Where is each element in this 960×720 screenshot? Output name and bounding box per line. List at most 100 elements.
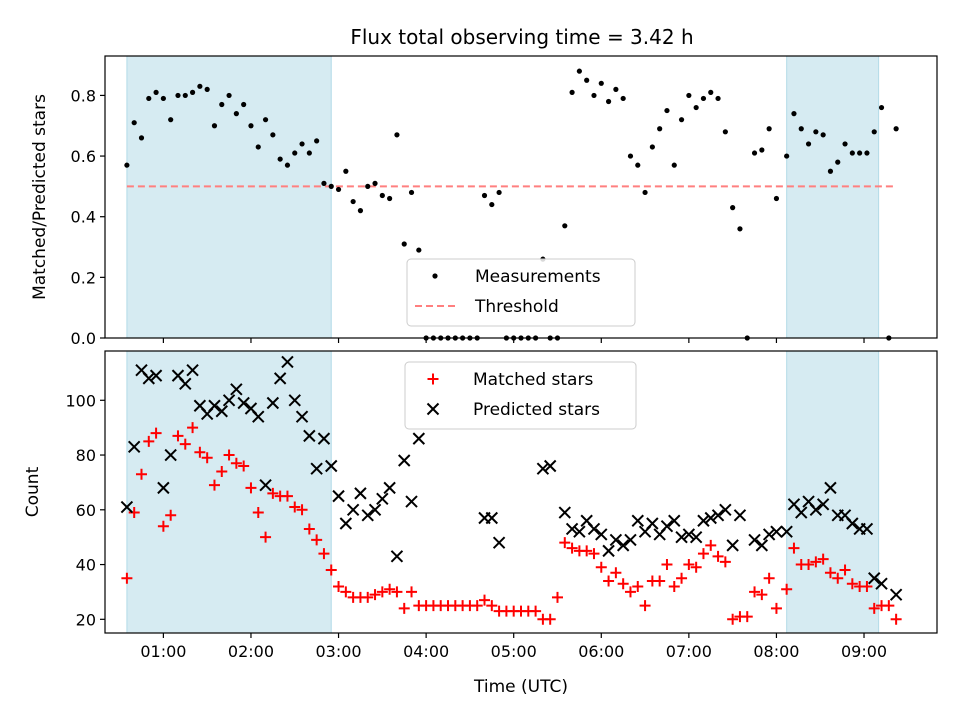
measurement-point <box>204 86 210 92</box>
measurement-point <box>722 129 728 135</box>
matched-star-point <box>551 591 563 603</box>
measurement-point <box>182 92 188 99</box>
measurement-point <box>138 135 145 141</box>
y-tick-label: 0.6 <box>71 147 96 166</box>
series-measurements <box>124 68 899 341</box>
measurement-point <box>598 80 604 86</box>
predicted-star-point <box>266 396 280 410</box>
y-tick-label: 100 <box>65 391 96 410</box>
predicted-star-point <box>795 506 808 519</box>
count-legend: Matched stars Predicted stars <box>404 361 637 430</box>
predicted-star-point <box>222 394 236 407</box>
predicted-star-point <box>682 528 696 541</box>
matched-star-point <box>741 611 753 623</box>
measurement-point <box>387 195 393 202</box>
matched-star-point <box>749 586 761 598</box>
predicted-star-point <box>609 533 623 547</box>
y-tick-label: 0.0 <box>71 329 96 348</box>
predicted-star-point <box>689 530 703 544</box>
matched-star-point <box>267 487 279 499</box>
predicted-star-point <box>536 462 550 475</box>
predicted-star-point <box>587 522 601 536</box>
matched-star-point <box>230 457 242 469</box>
measurement-point <box>146 95 152 102</box>
shaded-span <box>126 350 332 634</box>
x-tick-label: 03:00 <box>315 642 361 661</box>
ratio-axes: 0.0 0.2 0.4 0.6 0.8 <box>71 55 938 348</box>
measurement-point <box>365 183 371 189</box>
predicted-star-point <box>303 429 316 443</box>
matched-star-point <box>281 490 293 502</box>
matched-star-point <box>245 482 257 494</box>
matched-star-point <box>846 578 858 590</box>
ratio-y-axis-label: Matched/Predicted stars <box>30 94 50 300</box>
measurement-point <box>686 92 692 99</box>
measurement-point <box>379 192 385 199</box>
predicted-star-point <box>485 511 499 525</box>
predicted-star-point <box>332 489 345 503</box>
shaded-span <box>786 55 880 339</box>
predicted-star-point <box>361 509 374 522</box>
measurement-point <box>357 208 364 214</box>
ratio-panel: 0.00.20.40.60.8 Matched/Predicted stars … <box>30 55 938 348</box>
measurement-point <box>175 92 181 99</box>
measurement-point <box>715 95 721 102</box>
predicted-star-point <box>157 481 170 495</box>
predicted-star-point <box>595 528 608 541</box>
matched-star-point <box>391 586 403 598</box>
matched-star-point <box>603 575 615 587</box>
matched-star-point <box>289 501 301 513</box>
matched-star-point <box>690 561 702 573</box>
measurement-point <box>791 111 797 117</box>
measurement-point <box>408 189 415 196</box>
predicted-star-point <box>492 536 506 549</box>
predicted-star-point <box>704 511 717 525</box>
measurement-point <box>211 123 218 129</box>
predicted-star-point <box>390 550 404 563</box>
matched-star-point <box>201 452 213 464</box>
matched-star-point <box>128 507 140 519</box>
predicted-star-point <box>317 432 331 445</box>
matched-star-point <box>369 589 381 601</box>
predicted-star-point <box>668 514 681 527</box>
measurement-point <box>394 132 400 138</box>
predicted-star-point <box>186 363 199 377</box>
measurement-point <box>299 141 305 147</box>
matched-star-point <box>143 435 155 447</box>
matched-star-point <box>406 586 418 598</box>
measurement-point <box>489 201 495 208</box>
matched-star-point <box>683 559 695 571</box>
matched-star-point <box>719 556 731 568</box>
axes-frame <box>104 55 938 339</box>
predicted-star-point <box>889 588 903 601</box>
predicted-star-point <box>288 394 301 407</box>
measurement-point <box>730 205 736 211</box>
predicted-star-point <box>631 514 644 527</box>
legend-label: Predicted stars <box>473 400 600 420</box>
predicted-star-point <box>354 487 367 500</box>
matched-star-point <box>479 594 491 606</box>
measurement-point <box>878 104 885 111</box>
predicted-star-point <box>733 509 747 522</box>
matched-star-point <box>340 586 352 598</box>
measurement-point <box>827 168 834 174</box>
matched-star-point <box>668 580 680 592</box>
matched-star-point <box>216 465 228 477</box>
measurement-point <box>124 162 130 168</box>
predicted-star-point <box>259 478 272 492</box>
measurement-point <box>693 104 699 111</box>
legend-box <box>404 361 637 430</box>
measurement-point <box>613 86 619 92</box>
predicted-star-point <box>281 355 294 369</box>
predicted-star-point <box>616 539 630 552</box>
measurement-point <box>160 95 166 102</box>
matched-star-point <box>824 567 836 579</box>
y-tick-label: 0.4 <box>71 208 96 227</box>
matched-star-point <box>325 564 337 576</box>
measurement-point <box>226 92 232 99</box>
measurement-point <box>314 138 320 144</box>
matched-star-point <box>617 578 629 590</box>
measurement-point <box>153 89 159 95</box>
predicted-star-point <box>273 372 287 385</box>
